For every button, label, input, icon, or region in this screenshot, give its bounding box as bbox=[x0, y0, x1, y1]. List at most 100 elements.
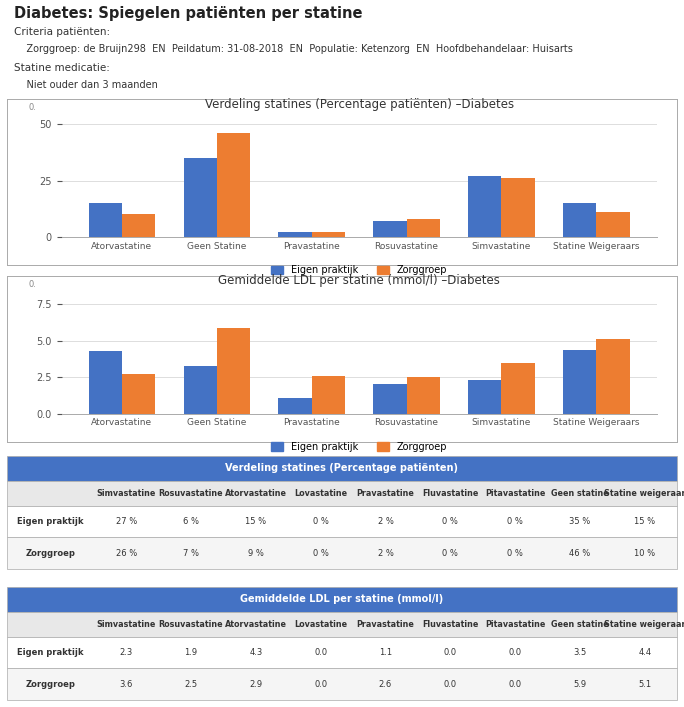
Text: Geen statine: Geen statine bbox=[551, 489, 609, 498]
Text: 1.1: 1.1 bbox=[379, 648, 392, 657]
Text: 15 %: 15 % bbox=[634, 517, 655, 526]
Text: Fluvastatine: Fluvastatine bbox=[422, 489, 478, 498]
Text: Pitavastatine: Pitavastatine bbox=[485, 489, 545, 498]
Bar bbox=[563, 203, 596, 237]
Text: 2.9: 2.9 bbox=[249, 679, 263, 689]
Text: 2 %: 2 % bbox=[378, 549, 393, 558]
Bar bbox=[278, 233, 312, 237]
Text: Rosuvastatine: Rosuvastatine bbox=[159, 619, 223, 629]
FancyBboxPatch shape bbox=[7, 506, 677, 537]
Title: Verdeling statines (Percentage patiënten) –Diabetes: Verdeling statines (Percentage patiënten… bbox=[205, 98, 514, 110]
FancyBboxPatch shape bbox=[7, 612, 677, 636]
Legend: Eigen praktijk, Zorggroep: Eigen praktijk, Zorggroep bbox=[267, 261, 451, 279]
Bar bbox=[183, 366, 217, 414]
Text: 26 %: 26 % bbox=[116, 549, 137, 558]
Text: 2.3: 2.3 bbox=[120, 648, 133, 657]
Bar bbox=[373, 385, 406, 414]
Text: Diabetes: Spiegelen patiënten per statine: Diabetes: Spiegelen patiënten per statin… bbox=[14, 6, 362, 21]
Title: Gemiddelde LDL per statine (mmol/l) –Diabetes: Gemiddelde LDL per statine (mmol/l) –Dia… bbox=[218, 274, 500, 287]
Text: 35 %: 35 % bbox=[569, 517, 590, 526]
Text: 0.0: 0.0 bbox=[314, 648, 327, 657]
Text: 0.0: 0.0 bbox=[508, 648, 522, 657]
Bar bbox=[122, 374, 155, 414]
Text: Geen statine: Geen statine bbox=[551, 619, 609, 629]
Text: 15 %: 15 % bbox=[246, 517, 266, 526]
Bar bbox=[183, 158, 217, 237]
Text: 0.0: 0.0 bbox=[314, 679, 327, 689]
Text: 3.6: 3.6 bbox=[120, 679, 133, 689]
Text: 0 %: 0 % bbox=[507, 549, 523, 558]
Text: 0 %: 0 % bbox=[313, 517, 328, 526]
Text: Zorggroep: Zorggroep bbox=[25, 679, 75, 689]
Bar bbox=[312, 375, 345, 414]
Text: Niet ouder dan 3 maanden: Niet ouder dan 3 maanden bbox=[14, 80, 157, 90]
Bar bbox=[469, 176, 501, 237]
Text: Pitavastatine: Pitavastatine bbox=[485, 619, 545, 629]
Bar bbox=[373, 221, 406, 237]
Bar bbox=[217, 134, 250, 237]
Text: Simvastatine: Simvastatine bbox=[96, 619, 156, 629]
Text: 0.: 0. bbox=[29, 280, 37, 289]
Legend: Eigen praktijk, Zorggroep: Eigen praktijk, Zorggroep bbox=[267, 438, 451, 456]
Text: Statine medicatie:: Statine medicatie: bbox=[14, 63, 109, 73]
Text: Fluvastatine: Fluvastatine bbox=[422, 619, 478, 629]
Bar bbox=[501, 363, 535, 414]
Bar bbox=[278, 397, 312, 414]
Text: 0 %: 0 % bbox=[443, 517, 458, 526]
Bar bbox=[469, 380, 501, 414]
Text: 0 %: 0 % bbox=[443, 549, 458, 558]
Bar bbox=[312, 233, 345, 237]
Text: 3.5: 3.5 bbox=[573, 648, 587, 657]
Text: 9 %: 9 % bbox=[248, 549, 264, 558]
Text: Pravastatine: Pravastatine bbox=[356, 619, 415, 629]
Text: 0.: 0. bbox=[29, 103, 37, 112]
Text: 0 %: 0 % bbox=[507, 517, 523, 526]
Text: 46 %: 46 % bbox=[569, 549, 590, 558]
Text: Atorvastatine: Atorvastatine bbox=[225, 489, 287, 498]
Bar bbox=[596, 212, 629, 237]
Text: Statine weigeraar: Statine weigeraar bbox=[604, 489, 684, 498]
Text: Criteria patiënten:: Criteria patiënten: bbox=[14, 28, 109, 37]
Text: 0.0: 0.0 bbox=[444, 648, 457, 657]
Text: Gemiddelde LDL per statine (mmol/l): Gemiddelde LDL per statine (mmol/l) bbox=[240, 595, 444, 604]
Text: 27 %: 27 % bbox=[116, 517, 137, 526]
Bar bbox=[89, 351, 122, 414]
Bar bbox=[501, 178, 535, 237]
Bar bbox=[596, 339, 629, 414]
Text: 10 %: 10 % bbox=[634, 549, 655, 558]
Text: 6 %: 6 % bbox=[183, 517, 199, 526]
Text: Simvastatine: Simvastatine bbox=[96, 489, 156, 498]
Bar bbox=[563, 349, 596, 414]
Text: 5.1: 5.1 bbox=[638, 679, 651, 689]
Text: 2 %: 2 % bbox=[378, 517, 393, 526]
FancyBboxPatch shape bbox=[7, 537, 677, 569]
Text: 7 %: 7 % bbox=[183, 549, 199, 558]
Text: Verdeling statines (Percentage patiënten): Verdeling statines (Percentage patiënten… bbox=[226, 464, 458, 474]
Text: 0 %: 0 % bbox=[313, 549, 328, 558]
Text: 4.3: 4.3 bbox=[249, 648, 263, 657]
FancyBboxPatch shape bbox=[7, 456, 677, 481]
Text: Lovastatine: Lovastatine bbox=[294, 489, 347, 498]
Text: Lovastatine: Lovastatine bbox=[294, 619, 347, 629]
Text: Eigen praktijk: Eigen praktijk bbox=[17, 648, 83, 657]
Text: Atorvastatine: Atorvastatine bbox=[225, 619, 287, 629]
Text: Pravastatine: Pravastatine bbox=[356, 489, 415, 498]
Bar bbox=[406, 378, 440, 414]
FancyBboxPatch shape bbox=[7, 636, 677, 668]
Text: 5.9: 5.9 bbox=[573, 679, 586, 689]
Text: 2.6: 2.6 bbox=[379, 679, 392, 689]
Bar bbox=[89, 203, 122, 237]
Text: Statine weigeraar: Statine weigeraar bbox=[604, 619, 684, 629]
Text: 0.0: 0.0 bbox=[508, 679, 522, 689]
FancyBboxPatch shape bbox=[7, 481, 677, 506]
Text: 2.5: 2.5 bbox=[185, 679, 198, 689]
Text: Rosuvastatine: Rosuvastatine bbox=[159, 489, 223, 498]
Text: 4.4: 4.4 bbox=[638, 648, 651, 657]
Text: 1.9: 1.9 bbox=[185, 648, 198, 657]
FancyBboxPatch shape bbox=[7, 587, 677, 612]
Text: 0.0: 0.0 bbox=[444, 679, 457, 689]
Text: Eigen praktijk: Eigen praktijk bbox=[17, 517, 83, 526]
Text: Zorggroep: Zorggroep bbox=[25, 549, 75, 558]
Bar bbox=[217, 328, 250, 414]
FancyBboxPatch shape bbox=[7, 668, 677, 700]
